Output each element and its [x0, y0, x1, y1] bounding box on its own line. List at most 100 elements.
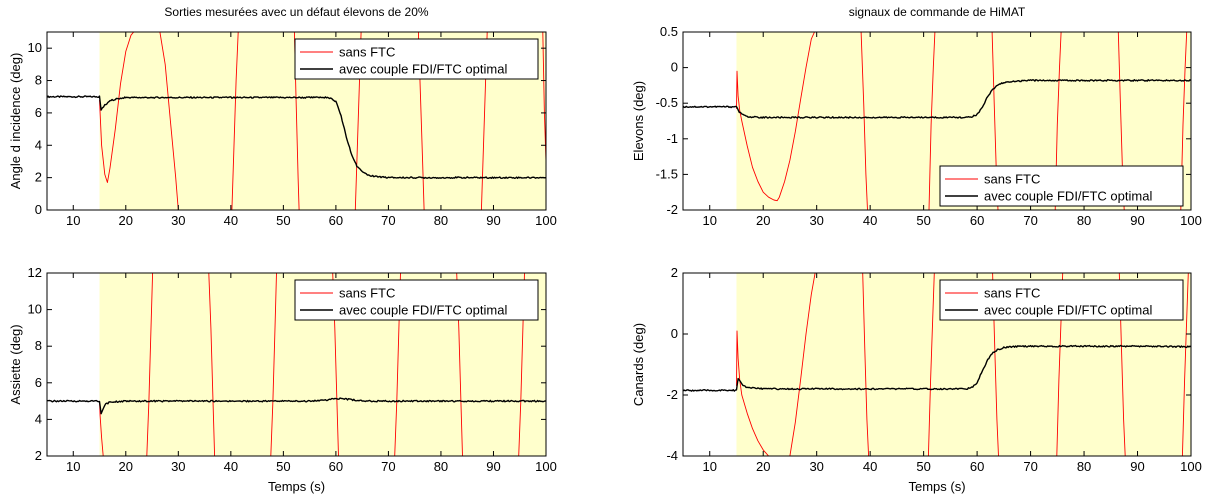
series-line-sans-ftc	[99, 273, 525, 456]
x-tick-label: 70	[381, 459, 395, 474]
x-tick-label: 100	[1180, 459, 1202, 474]
x-tick-label: 90	[486, 459, 500, 474]
x-tick-label: 100	[535, 213, 557, 228]
series-line-sans-ftc	[99, 32, 546, 210]
y-tick-label: 8	[35, 73, 42, 88]
series-line-fdi-ftc	[47, 95, 546, 180]
y-tick-label: 0	[35, 202, 42, 217]
x-tick-label: 60	[970, 213, 984, 228]
series-group	[47, 32, 546, 210]
legend: sans FTC avec couple FDI/FTC optimal	[294, 38, 539, 80]
y-tick-label: -4	[666, 448, 678, 463]
y-tick-label: 0	[671, 60, 678, 75]
x-tick-label: 50	[276, 459, 290, 474]
x-tick-label: 90	[1130, 213, 1144, 228]
y-tick-label: 0.5	[660, 24, 678, 39]
x-tick-label: 20	[119, 213, 133, 228]
legend-entry: sans FTC	[339, 286, 395, 301]
x-tick-label: 80	[1077, 213, 1091, 228]
x-tick-label: 100	[535, 459, 557, 474]
x-tick-label: 100	[1180, 213, 1202, 228]
x-tick-label: 90	[486, 213, 500, 228]
chart-panel: 10 20 30 40 50 60 70 80 90 100 0 2 4 6 8 10 Sorties mesu…	[8, 5, 557, 228]
axes-frame	[46, 272, 547, 457]
legend-entry: avec couple FDI/FTC optimal	[984, 303, 1152, 318]
y-axis-label: Angle d incidence (deg)	[8, 53, 23, 190]
legend-entry: sans FTC	[339, 45, 395, 60]
y-tick-label: -0.5	[656, 95, 678, 110]
x-tick-label: 10	[66, 213, 80, 228]
x-tick-label: 10	[66, 459, 80, 474]
chart-title: signaux de commande de HiMAT	[849, 5, 1026, 19]
y-tick-label: 4	[35, 411, 42, 426]
x-tick-label: 20	[119, 459, 133, 474]
legend: sans FTC avec couple FDI/FTC optimal	[939, 279, 1184, 321]
legend: sans FTC avec couple FDI/FTC optimal	[294, 279, 539, 321]
chart-panel: 10 20 30 40 50 60 70 80 90 100 -4 -2 0 2 Temps (s) Cana…	[631, 265, 1202, 494]
x-tick-label: 40	[863, 459, 877, 474]
x-tick-label: 60	[329, 459, 343, 474]
series-group	[47, 273, 546, 456]
y-axis-label: Canards (deg)	[631, 323, 646, 406]
series-line-fdi-ftc	[683, 78, 1191, 119]
legend-entry: sans FTC	[984, 172, 1040, 187]
legend-entry: avec couple FDI/FTC optimal	[984, 189, 1152, 204]
y-tick-label: -2	[666, 202, 678, 217]
legend-entry: avec couple FDI/FTC optimal	[339, 303, 507, 318]
legend-entry: avec couple FDI/FTC optimal	[339, 62, 507, 77]
y-tick-label: 10	[28, 302, 42, 317]
legend-box	[939, 165, 1184, 207]
series-line-fdi-ftc	[683, 344, 1191, 392]
x-tick-label: 30	[809, 459, 823, 474]
y-tick-label: 8	[35, 338, 42, 353]
chart-title: Sorties mesurées avec un défaut élevons …	[164, 5, 428, 19]
y-tick-label: 12	[28, 265, 42, 280]
legend: sans FTC avec couple FDI/FTC optimal	[939, 165, 1184, 207]
axes-frame	[46, 31, 547, 211]
x-tick-label: 40	[863, 213, 877, 228]
x-tick-label: 40	[224, 213, 238, 228]
x-tick-label: 30	[809, 213, 823, 228]
y-tick-label: 0	[671, 326, 678, 341]
y-tick-label: -2	[666, 387, 678, 402]
series-line-sans-ftc	[736, 32, 1188, 210]
y-axis-label: Elevons (deg)	[631, 81, 646, 161]
x-tick-label: 60	[329, 213, 343, 228]
x-tick-label: 10	[703, 213, 717, 228]
axes-frame	[682, 272, 1192, 457]
y-tick-label: 2	[671, 265, 678, 280]
x-axis-label: Temps (s)	[268, 479, 325, 494]
y-tick-label: 4	[35, 137, 42, 152]
x-tick-label: 50	[276, 213, 290, 228]
y-tick-label: 10	[28, 40, 42, 55]
x-tick-label: 90	[1130, 459, 1144, 474]
x-tick-label: 70	[1023, 459, 1037, 474]
series-group	[683, 32, 1191, 210]
x-tick-label: 10	[703, 459, 717, 474]
x-tick-label: 20	[756, 213, 770, 228]
x-tick-label: 70	[381, 213, 395, 228]
x-tick-label: 30	[171, 459, 185, 474]
y-axis-label: Assiette (deg)	[8, 324, 23, 404]
x-tick-label: 20	[756, 459, 770, 474]
x-axis-label: Temps (s)	[908, 479, 965, 494]
y-tick-label: -1.5	[656, 166, 678, 181]
x-tick-label: 40	[224, 459, 238, 474]
series-line-fdi-ftc	[47, 397, 546, 415]
x-tick-label: 50	[916, 213, 930, 228]
legend-entry: sans FTC	[984, 286, 1040, 301]
x-tick-label: 60	[970, 459, 984, 474]
x-tick-label: 50	[916, 459, 930, 474]
axes-frame	[682, 31, 1192, 211]
legend-box	[294, 279, 539, 321]
y-tick-label: 2	[35, 448, 42, 463]
chart-panel: 10 20 30 40 50 60 70 80 90 100 -2 -1.5 -1 -0.5 0 0.5 sig…	[631, 5, 1202, 228]
x-tick-label: 70	[1023, 213, 1037, 228]
y-tick-label: 6	[35, 105, 42, 120]
x-tick-label: 80	[434, 213, 448, 228]
y-tick-label: 2	[35, 170, 42, 185]
legend-box	[939, 279, 1184, 321]
y-tick-label: -1	[666, 131, 678, 146]
chart-panel: 10 20 30 40 50 60 70 80 90 100 2 4 6 8 10 12 Temps (s) As…	[8, 265, 557, 494]
